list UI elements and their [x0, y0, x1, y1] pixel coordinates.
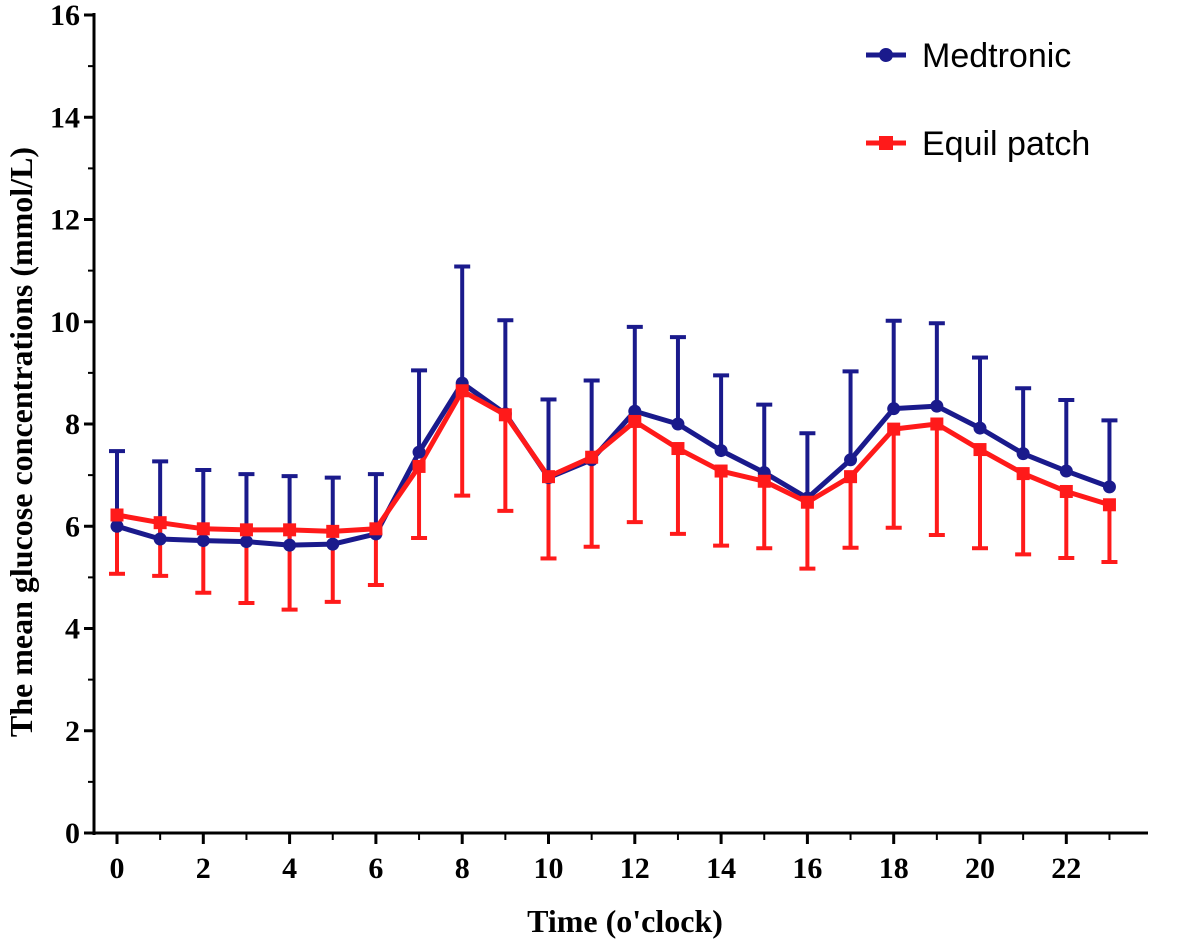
- series-lines: [116, 380, 1111, 548]
- x-tick-label: 4: [282, 852, 297, 885]
- x-tick-label: 22: [1051, 852, 1081, 885]
- x-axis-title: Time (o'clock): [527, 903, 723, 939]
- data-point: [844, 470, 858, 484]
- y-tick-label: 6: [65, 510, 80, 543]
- y-tick-label: 8: [65, 408, 80, 441]
- data-point: [844, 453, 858, 467]
- data-point: [326, 524, 340, 538]
- data-point: [239, 535, 253, 549]
- data-point: [1102, 498, 1116, 512]
- x-tick-label: 16: [792, 852, 822, 885]
- y-tick-label: 12: [50, 204, 80, 237]
- data-point: [326, 537, 340, 551]
- data-point: [671, 417, 685, 431]
- x-tick-label: 8: [455, 852, 470, 885]
- data-point: [196, 534, 210, 548]
- legend: Medtronic Equil patch: [866, 37, 1090, 163]
- data-point: [973, 421, 987, 435]
- data-point: [800, 495, 814, 509]
- legend-label: Equil patch: [922, 125, 1090, 163]
- series-markers: [110, 376, 1116, 552]
- y-tick-label: 10: [50, 306, 80, 339]
- x-tick-label: 10: [534, 852, 564, 885]
- data-point: [196, 522, 210, 536]
- data-point: [887, 402, 901, 416]
- y-tick-label: 2: [65, 715, 80, 748]
- series-line-0: [116, 380, 1111, 548]
- data-point: [1059, 464, 1073, 478]
- data-point: [498, 408, 512, 422]
- data-point: [542, 470, 555, 484]
- data-point: [153, 516, 167, 530]
- data-point: [1102, 480, 1116, 494]
- data-point: [239, 523, 253, 537]
- data-point: [369, 522, 383, 536]
- x-tick-label: 0: [110, 852, 125, 885]
- x-tick-label: 14: [706, 852, 736, 885]
- data-point: [1016, 447, 1030, 461]
- x-tick-label: 18: [879, 852, 909, 885]
- data-point: [714, 444, 728, 458]
- x-tick-label: 6: [368, 852, 383, 885]
- x-tick-label: 12: [620, 852, 650, 885]
- data-point: [930, 399, 944, 413]
- data-point: [585, 450, 599, 464]
- data-point: [714, 464, 728, 478]
- legend-marker: [879, 48, 893, 62]
- data-point: [628, 404, 642, 418]
- data-point: [1016, 467, 1030, 481]
- data-point: [412, 459, 426, 473]
- series-line-1: [116, 388, 1111, 534]
- x-tick-label: 2: [196, 852, 211, 885]
- data-point: [887, 422, 901, 436]
- data-point: [973, 443, 987, 457]
- data-point: [455, 384, 469, 398]
- y-axis-title: The mean glucose concentrations (mmol/L): [3, 147, 39, 737]
- data-point: [283, 538, 297, 552]
- data-point: [110, 519, 124, 533]
- data-point: [110, 508, 124, 522]
- data-point: [412, 445, 426, 459]
- axes: 0 2 4 6 8 10 12 14 16 0 2 4 6 8 10 12 14 16 18 20 22: [50, 0, 1148, 885]
- data-point: [1059, 484, 1073, 498]
- legend-marker: [879, 136, 893, 150]
- data-point: [628, 414, 642, 428]
- data-point: [930, 417, 944, 431]
- data-point: [671, 442, 685, 456]
- y-tick-label: 16: [50, 0, 80, 32]
- y-tick-label: 0: [65, 817, 80, 850]
- y-tick-label: 4: [65, 613, 80, 646]
- data-point: [153, 532, 167, 546]
- legend-label: Medtronic: [922, 37, 1071, 75]
- data-point: [283, 523, 297, 537]
- y-tick-label: 14: [50, 101, 80, 134]
- data-point: [757, 474, 771, 488]
- x-tick-label: 20: [965, 852, 995, 885]
